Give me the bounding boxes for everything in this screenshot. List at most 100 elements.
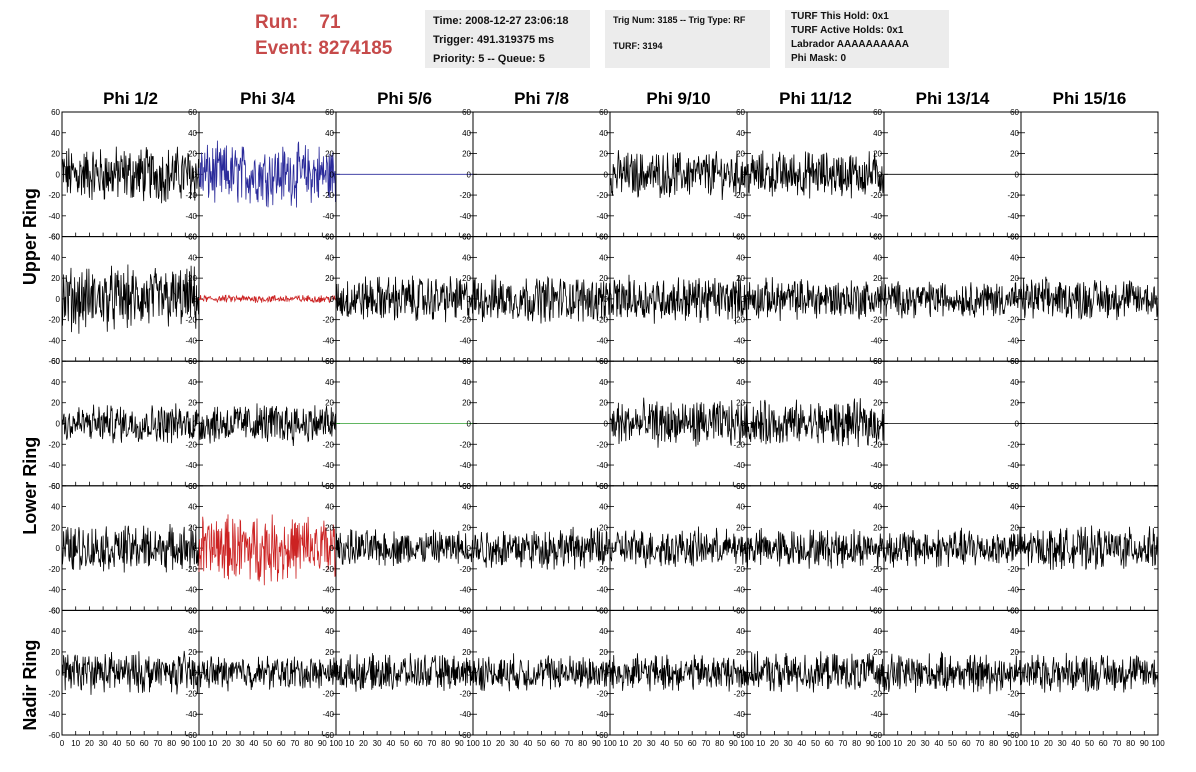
x-tick-label: 10	[619, 739, 628, 748]
x-tick-label: 30	[921, 739, 930, 748]
y-tick-label: 20	[599, 399, 608, 408]
y-tick-label: -60	[48, 233, 60, 242]
priority-text: Priority: 5 -- Queue: 5	[433, 53, 545, 65]
x-tick-label: 10	[208, 739, 217, 748]
y-tick-label: -60	[459, 606, 471, 615]
y-tick-label: 60	[873, 233, 882, 242]
y-tick-label: 60	[51, 482, 60, 491]
y-tick-label: 0	[56, 420, 61, 429]
x-tick-label: 10	[893, 739, 902, 748]
y-tick-label: 40	[873, 253, 882, 262]
y-tick-label: -60	[596, 606, 608, 615]
y-tick-label: 40	[873, 129, 882, 138]
x-tick-label: 90	[455, 739, 464, 748]
x-tick-label: 10	[1030, 739, 1039, 748]
phi-column-label: Phi 13/14	[916, 89, 990, 108]
y-tick-label: -20	[48, 440, 60, 449]
y-tick-label: -20	[322, 565, 334, 574]
waveform-trace	[61, 403, 200, 444]
y-tick-label: -20	[596, 316, 608, 325]
x-tick-label: 100	[192, 739, 206, 748]
y-tick-label: -60	[733, 731, 745, 740]
y-tick-label: 0	[193, 669, 198, 678]
y-tick-label: -60	[1007, 482, 1019, 491]
y-tick-label: 0	[741, 170, 746, 179]
x-tick-label: 50	[1085, 739, 1094, 748]
y-tick-label: -60	[870, 606, 882, 615]
waveform-panel: 60 40 20 0 -20 -40 -60	[596, 233, 748, 366]
y-tick-label: 20	[188, 274, 197, 283]
y-tick-label: 20	[736, 648, 745, 657]
y-tick-label: -20	[322, 316, 334, 325]
y-tick-label: -60	[1007, 357, 1019, 366]
y-tick-label: 60	[873, 482, 882, 491]
y-tick-label: 40	[462, 129, 471, 138]
x-tick-label: 50	[400, 739, 409, 748]
y-tick-label: 20	[1010, 274, 1019, 283]
y-tick-label: -40	[870, 461, 882, 470]
y-tick-label: 0	[604, 420, 609, 429]
y-tick-label: -40	[322, 212, 334, 221]
y-tick-label: -20	[870, 565, 882, 574]
waveform-panel: 60 40 20 0 -20 -40 -60	[185, 233, 337, 366]
waveform-trace	[61, 264, 200, 334]
y-tick-label: -20	[48, 565, 60, 574]
x-tick-label: 70	[975, 739, 984, 748]
event-label: Event:	[255, 38, 314, 59]
y-tick-label: 20	[325, 648, 334, 657]
y-tick-label: 60	[188, 482, 197, 491]
x-tick-label: 70	[427, 739, 436, 748]
y-tick-label: 0	[193, 420, 198, 429]
y-tick-label: -40	[48, 212, 60, 221]
y-tick-label: 60	[462, 606, 471, 615]
y-tick-label: -40	[596, 212, 608, 221]
y-tick-label: 20	[462, 648, 471, 657]
waveform-trace	[883, 651, 1022, 695]
y-tick-label: -20	[1007, 191, 1019, 200]
y-tick-label: 40	[736, 253, 745, 262]
y-tick-label: -20	[459, 316, 471, 325]
y-tick-label: -20	[733, 440, 745, 449]
y-tick-label: 40	[188, 253, 197, 262]
y-tick-label: 40	[873, 378, 882, 387]
y-tick-label: -20	[459, 565, 471, 574]
y-tick-label: -60	[733, 357, 745, 366]
waveform-panel: 60 40 20 0 -20 -40 -60	[870, 108, 1022, 242]
x-tick-label: 20	[359, 739, 368, 748]
y-tick-label: -40	[870, 710, 882, 719]
y-tick-label: 20	[873, 648, 882, 657]
waveform-trace	[883, 281, 1022, 319]
x-tick-label: 10	[71, 739, 80, 748]
y-tick-label: -60	[1007, 233, 1019, 242]
waveform-trace	[746, 398, 885, 448]
x-tick-label: 30	[647, 739, 656, 748]
y-tick-label: 0	[330, 295, 335, 304]
y-tick-label: 60	[325, 108, 334, 117]
phi-column-label: Phi 3/4	[240, 89, 295, 108]
y-tick-label: 60	[736, 606, 745, 615]
x-tick-label: 30	[1058, 739, 1067, 748]
y-tick-label: -20	[185, 191, 197, 200]
y-tick-label: 60	[462, 357, 471, 366]
event-row: Event: 8274185	[255, 36, 392, 62]
x-tick-label: 100	[603, 739, 617, 748]
waveform-panel: 60 40 20 0 -20 -40 -60	[1007, 482, 1159, 615]
x-tick-label: 60	[551, 739, 560, 748]
y-tick-label: 20	[873, 150, 882, 159]
y-tick-label: 0	[467, 420, 472, 429]
y-tick-label: -60	[322, 233, 334, 242]
y-tick-label: 60	[188, 108, 197, 117]
waveform-trace	[609, 397, 748, 449]
x-tick-label: 40	[660, 739, 669, 748]
y-tick-label: 60	[599, 108, 608, 117]
y-tick-label: -60	[322, 482, 334, 491]
ring-label: Nadir Ring	[20, 640, 40, 731]
y-tick-label: 0	[56, 669, 61, 678]
y-tick-label: -60	[870, 731, 882, 740]
x-tick-label: 100	[1151, 739, 1165, 748]
ring-label: Lower Ring	[20, 437, 40, 535]
